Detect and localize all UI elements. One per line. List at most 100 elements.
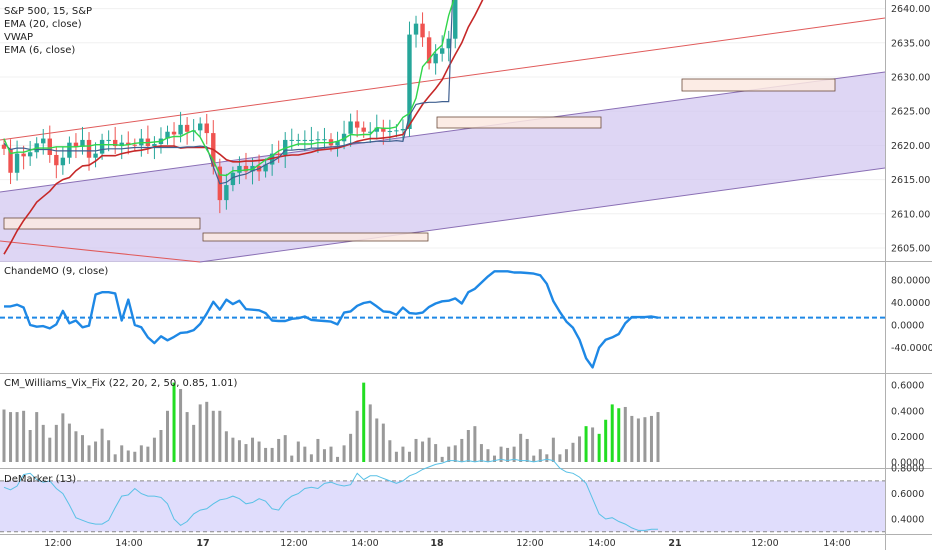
chandemo-pane[interactable]: 80.0000 40.0000 0.0000 -40.0000 bbox=[0, 270, 932, 369]
vwap-line bbox=[3, 0, 454, 185]
candle-body bbox=[139, 138, 144, 146]
marketprofile-zone-box bbox=[436, 116, 602, 129]
chandemo-line bbox=[4, 270, 659, 369]
candle-body bbox=[106, 139, 111, 141]
vix-fix-bar bbox=[218, 410, 222, 462]
candle-body bbox=[21, 153, 26, 157]
time-tick-label: 17 bbox=[196, 538, 209, 549]
vix-fix-bar bbox=[205, 401, 209, 462]
candle-body bbox=[230, 172, 236, 186]
vix-fix-bar bbox=[342, 445, 346, 462]
vix-fix-bar bbox=[336, 456, 340, 462]
time-tick-label: 21 bbox=[668, 538, 681, 549]
time-tick-label: 12:00 bbox=[751, 538, 778, 549]
vix-fix-bar bbox=[41, 424, 45, 462]
vix-fix-bar bbox=[94, 441, 98, 462]
vix-fix-bar bbox=[296, 441, 300, 462]
chandemo-tick-label: -40.0000 bbox=[891, 343, 932, 354]
chandemo-tick-label: 0.0000 bbox=[891, 321, 924, 332]
price-tick-label: 2620.00 bbox=[891, 141, 930, 152]
chandemo-title: ChandeMO (9, close) bbox=[4, 266, 108, 277]
vix-fix-bar bbox=[493, 455, 496, 462]
candle-body bbox=[243, 165, 249, 172]
vix-fix-bar bbox=[447, 446, 451, 462]
candle-body bbox=[86, 139, 92, 158]
candle-body bbox=[420, 23, 425, 38]
vix-fix-bar bbox=[309, 454, 313, 462]
legend-ema20: EMA (20, close) bbox=[4, 19, 82, 30]
vix-fix-bar bbox=[604, 419, 608, 462]
candle-body bbox=[41, 138, 46, 144]
vix-fix-bar bbox=[270, 447, 274, 462]
vix-fix-bar bbox=[244, 444, 248, 462]
demarker-tick-label: 0.8000 bbox=[891, 464, 924, 475]
price-tick-label: 2615.00 bbox=[891, 175, 930, 186]
candle-body bbox=[296, 139, 301, 141]
vix-fix-bar bbox=[251, 437, 255, 462]
vix-fix-bar bbox=[192, 424, 196, 462]
vix-fix-bar bbox=[100, 428, 104, 462]
vix-fix-bar bbox=[453, 445, 457, 462]
williams-vix-fix-pane[interactable]: 0.6000 0.4000 0.2000 0.0000 bbox=[2, 381, 925, 469]
vix-fix-bar bbox=[15, 412, 19, 462]
candle-body bbox=[99, 139, 105, 154]
vix-fix-bar bbox=[584, 426, 588, 462]
vix-fix-bar bbox=[427, 437, 431, 462]
price-tick-label: 2625.00 bbox=[891, 107, 930, 118]
vix-fix-tick-label: 0.6000 bbox=[891, 381, 924, 392]
demarker-band bbox=[0, 480, 885, 532]
candle-body bbox=[165, 131, 170, 139]
vix-fix-bar bbox=[355, 410, 359, 462]
vix-fix-bar bbox=[460, 438, 464, 462]
vix-fix-bar bbox=[303, 446, 307, 462]
vix-fix-bar bbox=[290, 455, 294, 462]
candle-body bbox=[198, 123, 203, 131]
candle-body bbox=[112, 139, 118, 147]
marketprofile-zone-box bbox=[3, 217, 201, 230]
chandemo-tick-label: 80.0000 bbox=[891, 275, 930, 286]
vix-fix-bar bbox=[185, 412, 189, 462]
candle-body bbox=[446, 38, 451, 49]
price-tick-label: 2640.00 bbox=[891, 4, 930, 15]
demarker-pane[interactable]: 0.8000 0.6000 0.4000 bbox=[0, 458, 924, 533]
vix-fix-bar bbox=[9, 412, 13, 462]
candle-body bbox=[1, 144, 7, 149]
vix-fix-bar bbox=[538, 449, 542, 462]
vix-fix-bar bbox=[525, 438, 529, 462]
vix-fix-bar bbox=[61, 413, 65, 462]
candle-body bbox=[302, 139, 308, 141]
vix-fix-tick-label: 0.2000 bbox=[891, 432, 924, 443]
candle-body bbox=[224, 185, 229, 201]
vix-fix-bar bbox=[120, 445, 124, 462]
candle-body bbox=[80, 139, 85, 147]
candle-body bbox=[184, 124, 190, 132]
vix-fix-bar bbox=[519, 433, 523, 462]
vix-fix-bar bbox=[198, 404, 202, 462]
price-pane[interactable]: 2605.00 2610.00 2615.00 2620.00 2625.00 2630.… bbox=[0, 0, 932, 263]
vix-fix-bar bbox=[610, 404, 614, 462]
vix-fix-bar bbox=[67, 423, 71, 462]
candle-body bbox=[381, 127, 386, 132]
vix-fix-bar bbox=[479, 444, 483, 462]
time-axis[interactable]: 12:00 14:00 17 12:00 14:00 18 12:00 14:00 21 12:0… bbox=[44, 538, 850, 549]
candle-body bbox=[237, 165, 242, 173]
vix-fix-bar bbox=[316, 438, 320, 462]
candle-body bbox=[152, 144, 157, 147]
vix-fix-bar bbox=[414, 438, 418, 462]
vix-fix-bar bbox=[264, 447, 268, 462]
vix-fix-bar bbox=[179, 389, 183, 462]
candle-body bbox=[263, 164, 268, 172]
vix-fix-bar bbox=[643, 417, 647, 462]
legend-vwap: VWAP bbox=[4, 32, 33, 43]
vix-fix-bar bbox=[257, 441, 261, 462]
candle-body bbox=[73, 142, 79, 147]
ema6-line bbox=[3, 0, 455, 177]
vix-fix-bar bbox=[133, 451, 137, 462]
vix-fix-bar bbox=[126, 450, 130, 462]
chandemo-tick-label: 40.0000 bbox=[891, 298, 930, 309]
vix-fix-bar bbox=[388, 440, 392, 462]
vix-fix-bar bbox=[146, 446, 150, 462]
vix-fix-title: CM_Williams_Vix_Fix (22, 20, 2, 50, 0.85… bbox=[4, 378, 237, 389]
candle-body bbox=[8, 148, 13, 173]
candle-body bbox=[394, 130, 399, 132]
